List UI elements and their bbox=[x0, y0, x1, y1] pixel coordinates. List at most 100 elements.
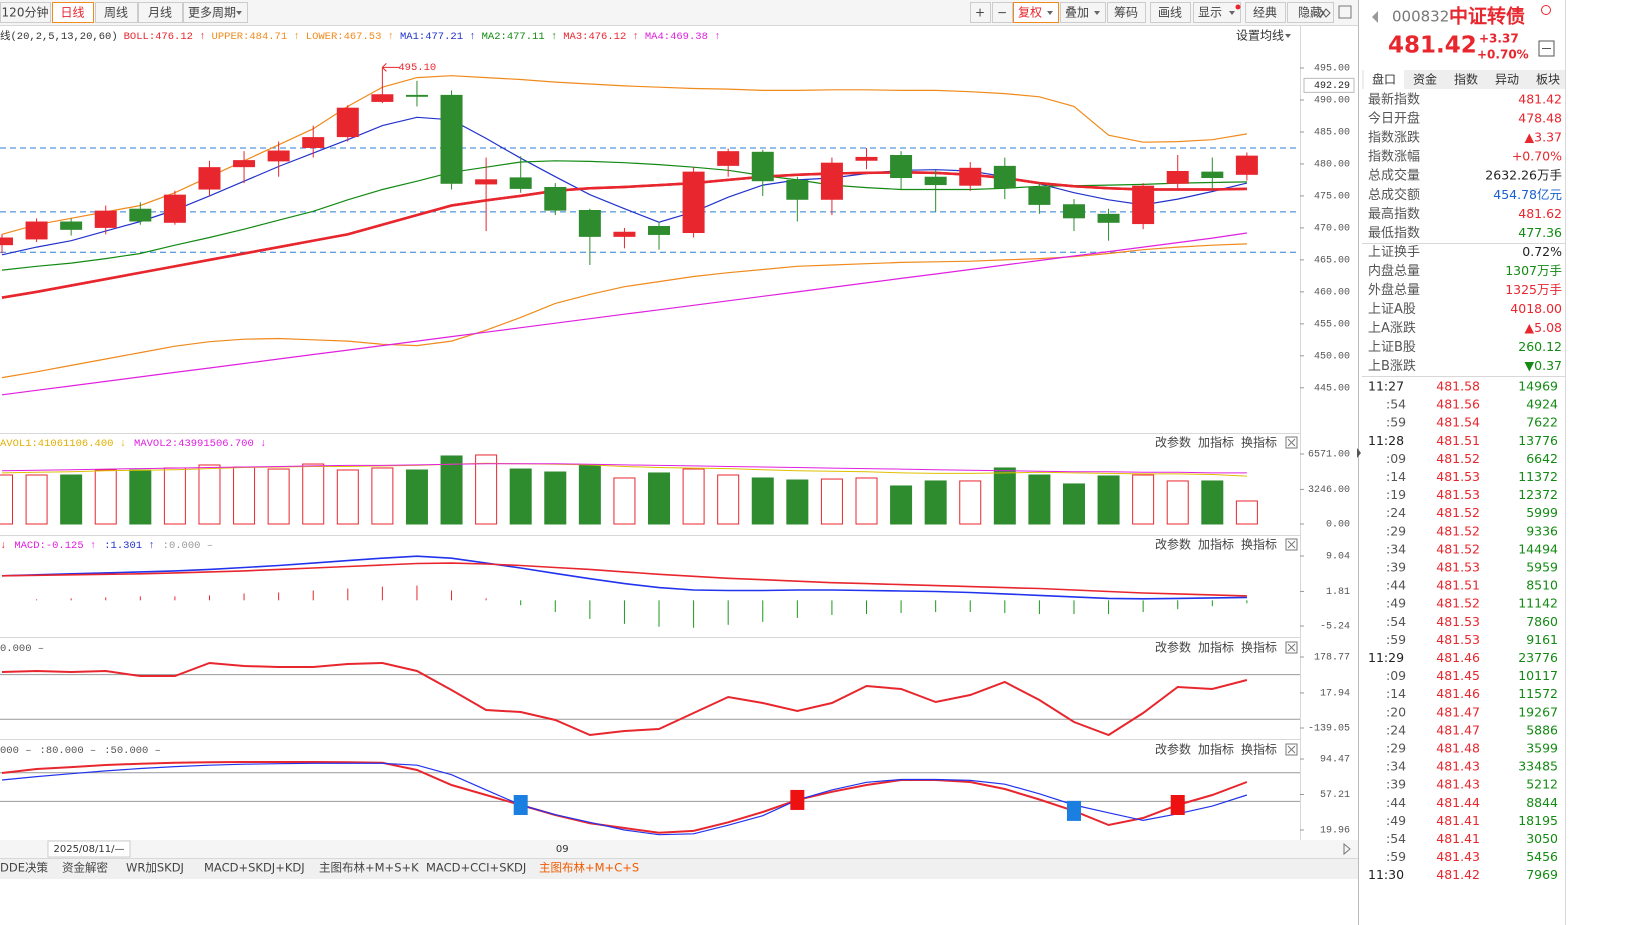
tick-price: 481.52 bbox=[1436, 596, 1480, 611]
macd-line bbox=[1, 555, 1247, 600]
panel-close[interactable] bbox=[1285, 743, 1298, 756]
tick-time: :14 bbox=[1386, 469, 1406, 484]
panel-button[interactable]: 改参数 bbox=[1155, 537, 1191, 552]
tick-time: :34 bbox=[1386, 541, 1406, 556]
period-button[interactable] bbox=[138, 2, 183, 23]
period-button[interactable] bbox=[52, 2, 94, 23]
info-icon[interactable] bbox=[1541, 5, 1551, 15]
max-label: 495.10 bbox=[398, 62, 436, 74]
volume-bar bbox=[924, 480, 947, 525]
tick-time: :34 bbox=[1386, 759, 1406, 774]
y-tick-label: 17.94 bbox=[1320, 689, 1350, 700]
panel-button[interactable]: 换指标 bbox=[1241, 742, 1277, 757]
stat-value: 478.48 bbox=[1518, 111, 1562, 126]
bottom-tab[interactable]: MACD+CCI+SKDJ bbox=[426, 861, 526, 875]
panel-button[interactable]: 改参数 bbox=[1155, 742, 1191, 757]
tick-volume: 7860 bbox=[1526, 614, 1558, 629]
candle-body bbox=[336, 107, 359, 138]
legend-item: MA3:476.12 ↑ bbox=[563, 31, 639, 43]
tool-label: 叠加 bbox=[1065, 6, 1089, 20]
y-tick-label: 6571.00 bbox=[1308, 450, 1350, 461]
y-tick-label: 495.00 bbox=[1314, 64, 1350, 75]
panel-button[interactable]: 加指标 bbox=[1198, 537, 1234, 552]
tick-price: 481.41 bbox=[1436, 813, 1480, 828]
stat-label: 总成交量 bbox=[1368, 168, 1420, 184]
panel-button[interactable]: 加指标 bbox=[1198, 435, 1234, 450]
volume-bar bbox=[959, 480, 982, 525]
stat-label: 上证A股 bbox=[1368, 302, 1416, 317]
tool-button[interactable] bbox=[1245, 2, 1286, 23]
ma-settings[interactable]: 设置均线 bbox=[1236, 29, 1284, 43]
candle-body bbox=[993, 165, 1016, 189]
panel-button[interactable]: 换指标 bbox=[1241, 640, 1277, 655]
panel-close[interactable] bbox=[1285, 436, 1298, 449]
period-button[interactable] bbox=[0, 2, 51, 23]
legend-item: UPPER:484.71 ↑ bbox=[212, 31, 300, 43]
panel-tab[interactable]: 板块 bbox=[1536, 73, 1560, 87]
candle-body bbox=[751, 151, 774, 182]
panel-button[interactable]: 加指标 bbox=[1198, 640, 1234, 655]
panel-close[interactable] bbox=[1285, 641, 1298, 654]
panel-button[interactable]: 换指标 bbox=[1241, 435, 1277, 450]
prev-arrow[interactable] bbox=[1372, 11, 1378, 23]
tick-price: 481.44 bbox=[1436, 795, 1480, 810]
bottom-tab[interactable]: WR加SKDJ bbox=[126, 861, 184, 875]
tick-time: :24 bbox=[1386, 722, 1406, 737]
panel-button[interactable]: 换指标 bbox=[1241, 537, 1277, 552]
panel-button[interactable]: 改参数 bbox=[1155, 435, 1191, 450]
indicator-line bbox=[1, 75, 1247, 235]
tool-button[interactable] bbox=[970, 2, 991, 23]
tick-price: 481.47 bbox=[1436, 722, 1480, 737]
bottom-tab[interactable]: 资金解密 bbox=[62, 861, 108, 875]
period-button[interactable] bbox=[183, 2, 248, 23]
tool-button[interactable] bbox=[992, 2, 1013, 23]
bottom-tab[interactable]: MACD+SKDJ+KDJ bbox=[204, 861, 305, 875]
panel-tab[interactable]: 资金 bbox=[1413, 72, 1437, 87]
tool-button[interactable] bbox=[1060, 2, 1106, 23]
tool-button[interactable] bbox=[1150, 2, 1191, 23]
panel-tab[interactable]: 异动 bbox=[1495, 73, 1519, 87]
panel-close[interactable] bbox=[1285, 538, 1298, 551]
volume-bar bbox=[1235, 500, 1258, 525]
tick-volume: 7969 bbox=[1526, 867, 1558, 882]
bottom-tab[interactable]: DDE决策 bbox=[0, 861, 48, 875]
quote-change: +3.37 bbox=[1479, 32, 1519, 46]
tool-label: 筹码 bbox=[1114, 6, 1138, 20]
cross-signal bbox=[1066, 800, 1081, 821]
scroll-arrow[interactable] bbox=[1343, 842, 1351, 856]
volume-bar bbox=[717, 474, 740, 525]
tab-bar bbox=[0, 859, 1358, 879]
fullscreen-icon[interactable] bbox=[1338, 5, 1352, 19]
tick-price: 481.46 bbox=[1436, 650, 1480, 665]
panel-tab[interactable]: 盘口 bbox=[1372, 72, 1396, 87]
panel-button[interactable]: 加指标 bbox=[1198, 742, 1234, 757]
tool-label: 复权 bbox=[1018, 6, 1042, 20]
tool-label: − bbox=[997, 6, 1007, 20]
panel-tab[interactable]: 指数 bbox=[1454, 72, 1478, 87]
cursor-tick-box bbox=[1303, 77, 1355, 93]
tick-price: 481.53 bbox=[1436, 560, 1480, 575]
candle-body bbox=[25, 221, 48, 240]
tick-volume: 7622 bbox=[1526, 415, 1558, 430]
tool-button[interactable] bbox=[1287, 2, 1334, 23]
tick-time: :59 bbox=[1386, 849, 1406, 864]
tick-price: 481.53 bbox=[1436, 469, 1480, 484]
bottom-tab[interactable]: 主图布林+M+C+S bbox=[539, 861, 639, 875]
period-button[interactable] bbox=[95, 2, 138, 23]
indicator-line bbox=[1, 232, 1247, 396]
tool-button[interactable] bbox=[1013, 2, 1059, 23]
stat-label: 上证B股 bbox=[1368, 340, 1416, 355]
volume-bar bbox=[509, 468, 532, 525]
collapse-icon[interactable] bbox=[1538, 40, 1555, 57]
tool-button[interactable] bbox=[1107, 2, 1146, 23]
y-tick-label: 94.47 bbox=[1320, 755, 1350, 766]
candle-body bbox=[302, 137, 325, 148]
tool-button[interactable] bbox=[1193, 2, 1241, 23]
y-tick-label: 475.00 bbox=[1314, 192, 1350, 203]
bottom-tab[interactable]: 主图布林+M+S+K bbox=[319, 861, 419, 875]
stat-label: 上A涨跌 bbox=[1368, 320, 1416, 336]
period-label: 更多周期 bbox=[188, 6, 236, 20]
panel-button[interactable]: 改参数 bbox=[1155, 640, 1191, 655]
volume-bar bbox=[475, 454, 498, 525]
candle-body bbox=[371, 94, 394, 102]
